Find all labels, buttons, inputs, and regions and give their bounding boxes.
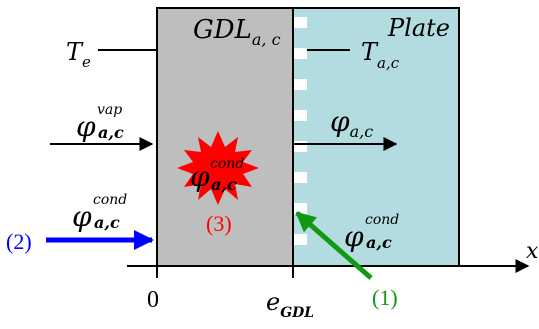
edge-label: eGDL [266,288,314,321]
incoming-cond-flux-label: φcond a,c [72,192,127,233]
gdl-region [156,7,294,267]
interface-pores [294,17,307,245]
plate-cond-arrow [295,211,373,280]
callout-one: (1) [372,285,398,310]
callout-two: (2) [6,229,32,254]
plate-flux-label: φa,c [330,105,373,141]
callout-three: (3) [206,211,232,236]
gdl-title: GDLa, c [193,15,281,49]
plate-title: Plate [387,14,450,42]
x-axis-label: x [526,239,539,264]
condensation-burst [177,131,259,205]
vapor-flux-label: φvap a,c [76,102,124,143]
origin-label: 0 [147,287,159,313]
temperature-left-label: Te [66,38,91,71]
temperature-right-label: Ta,c [361,38,400,72]
condensation-flux-label: φcond a,c [190,156,244,194]
plate-cond-flux-label: φcond a,c [344,212,399,253]
